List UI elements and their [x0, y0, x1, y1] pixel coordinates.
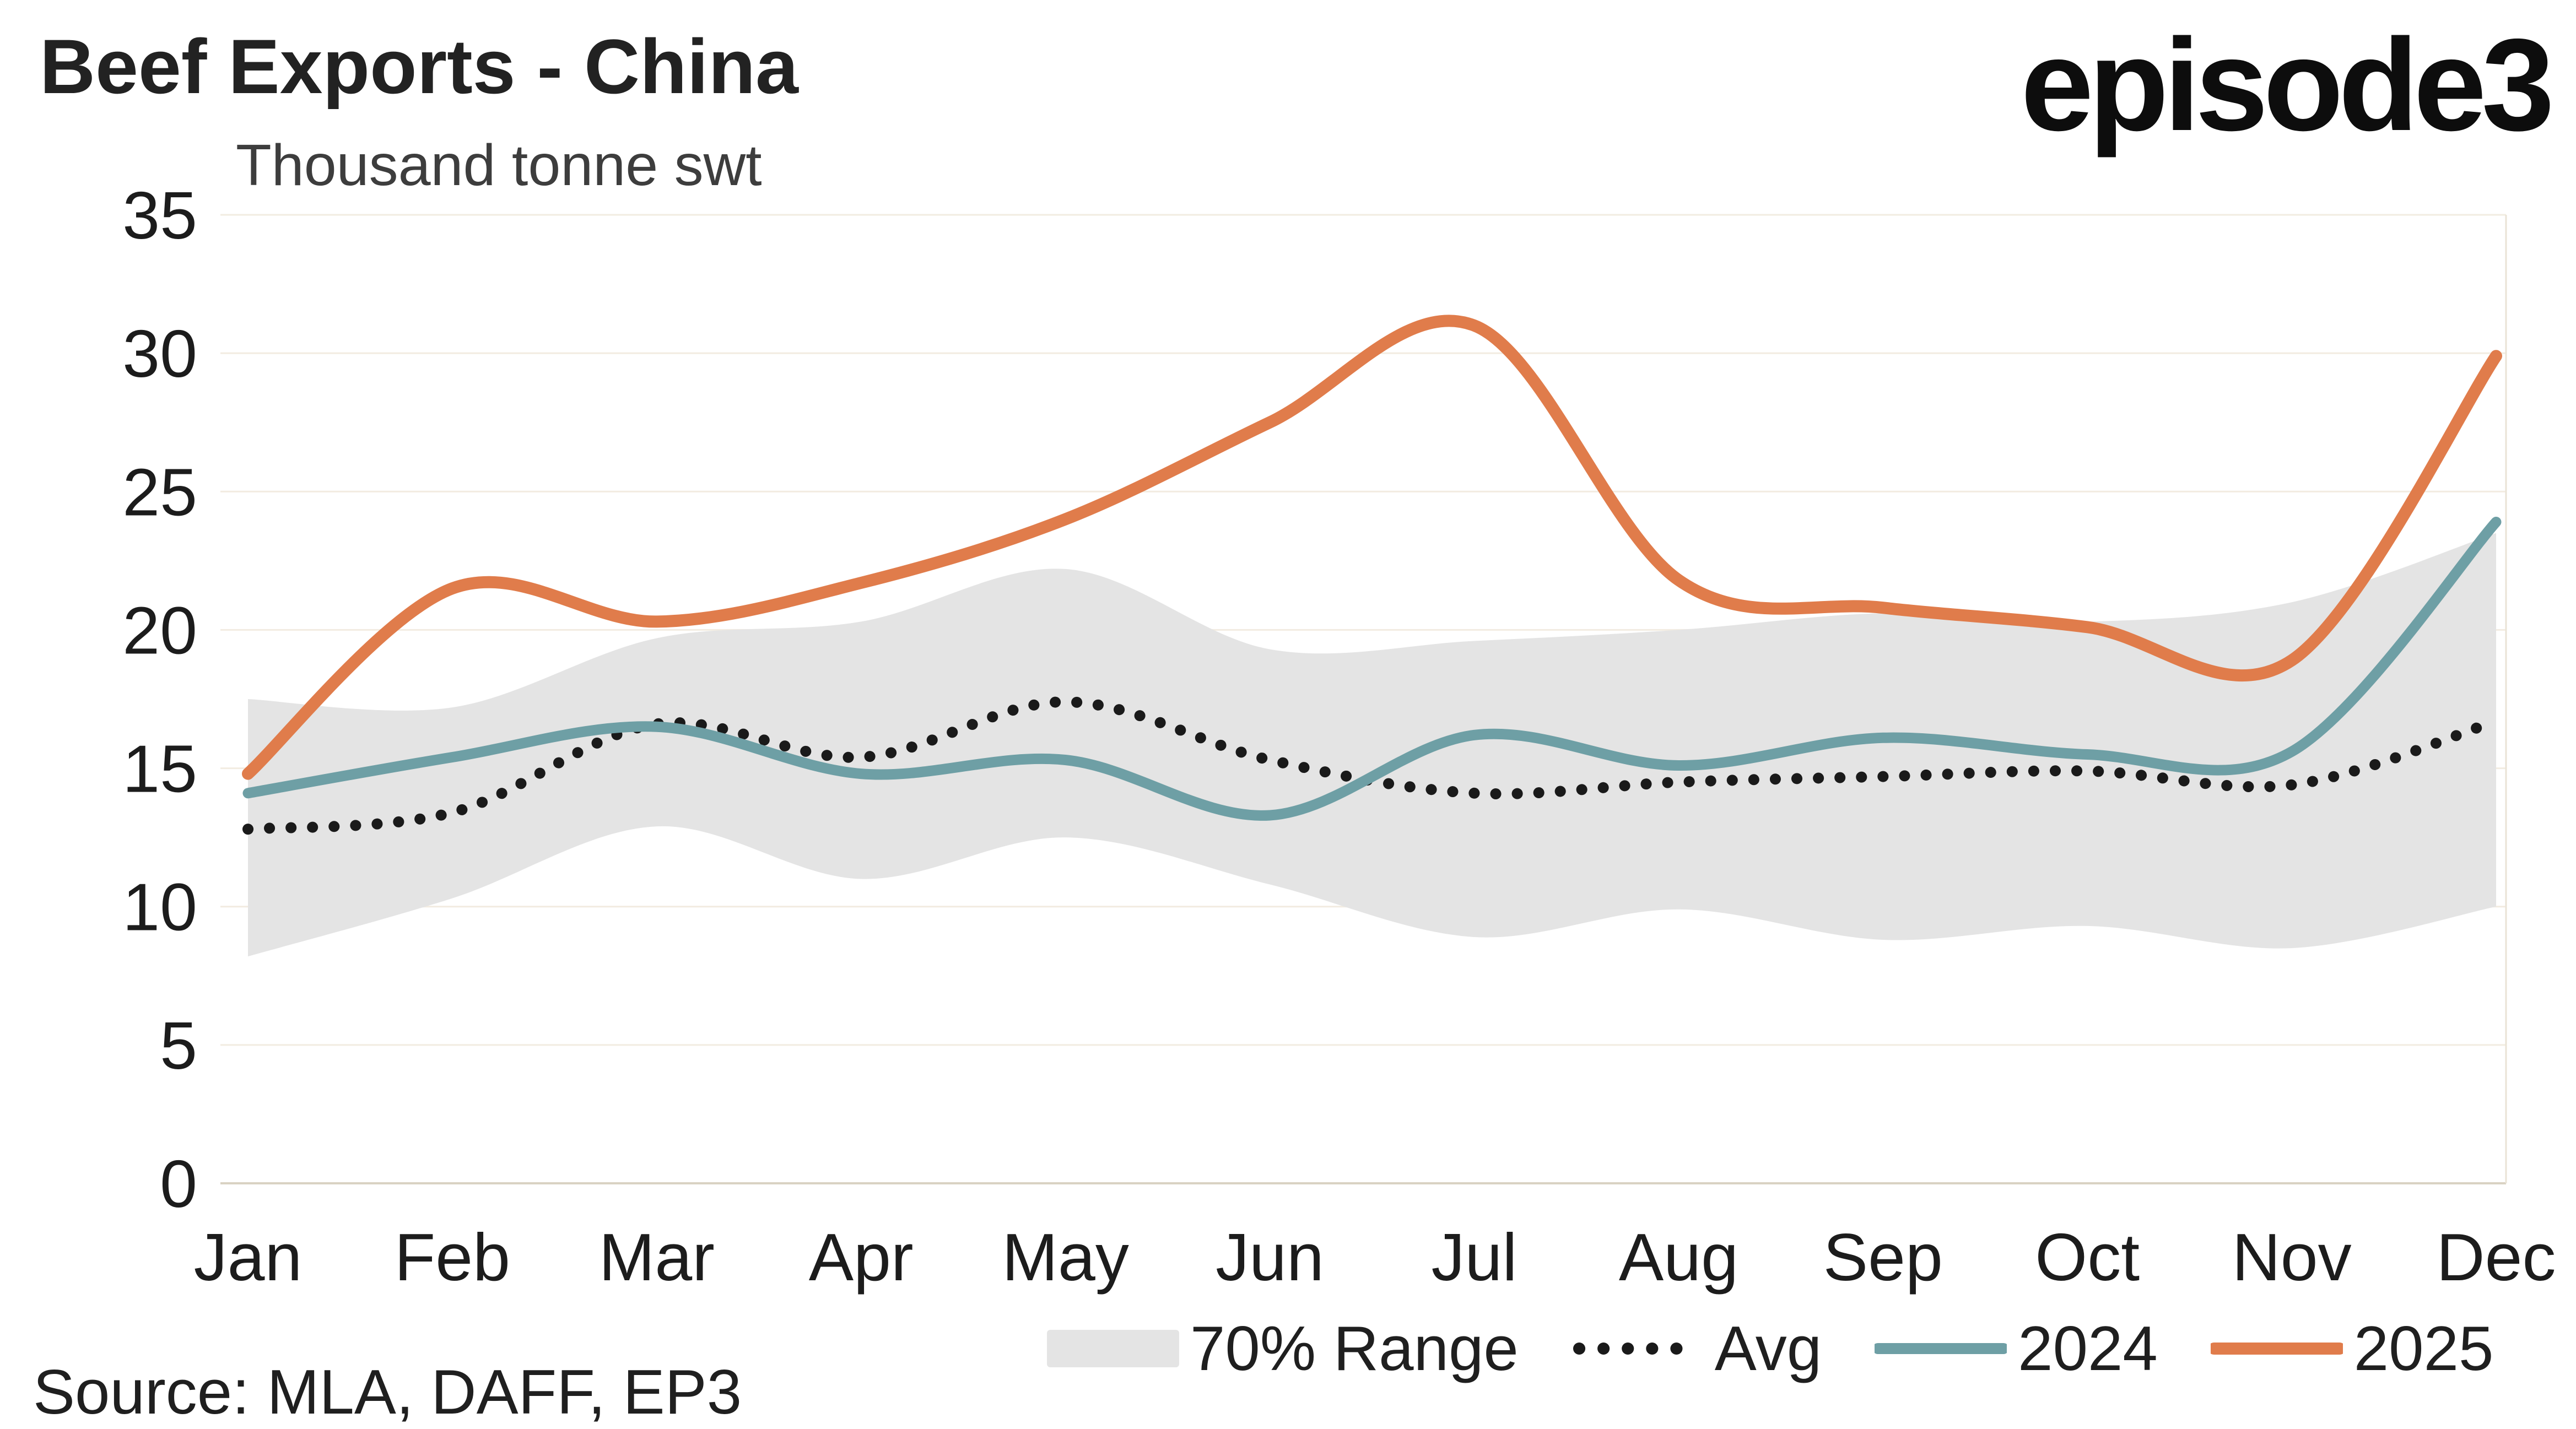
svg-text:10: 10 [122, 870, 197, 945]
dotted-line-swatch-icon [1573, 1343, 1703, 1355]
source-note: Source: MLA, DAFF, EP3 [33, 1357, 742, 1427]
svg-text:35: 35 [122, 178, 197, 253]
svg-text:Nov: Nov [2232, 1220, 2352, 1295]
chart-subtitle: Thousand tonne swt [236, 133, 762, 198]
legend-label-2025: 2025 [2353, 1313, 2494, 1384]
svg-text:Oct: Oct [2035, 1220, 2140, 1295]
svg-text:Jun: Jun [1216, 1220, 1324, 1295]
legend-label-avg: Avg [1714, 1313, 1822, 1384]
svg-text:Jan: Jan [194, 1220, 303, 1295]
legend-item-2025: 2025 [2210, 1313, 2494, 1385]
chart-legend: 70% Range Avg 2024 2025 [1047, 1313, 2494, 1385]
chart-title: Beef Exports - China [40, 23, 798, 110]
svg-text:May: May [1002, 1220, 1128, 1295]
svg-text:Jul: Jul [1432, 1220, 1517, 1295]
svg-text:30: 30 [122, 316, 197, 391]
svg-text:20: 20 [122, 593, 197, 668]
svg-text:Dec: Dec [2437, 1220, 2556, 1295]
episode3-logo: episode3 [2021, 12, 2555, 158]
legend-item-2024: 2024 [1875, 1313, 2158, 1385]
svg-text:0: 0 [160, 1146, 197, 1221]
legend-item-avg: Avg [1571, 1313, 1822, 1385]
svg-text:Sep: Sep [1823, 1220, 1943, 1295]
svg-text:Mar: Mar [599, 1220, 715, 1295]
svg-text:Feb: Feb [395, 1220, 510, 1295]
svg-text:Apr: Apr [809, 1220, 914, 1295]
legend-item-range: 70% Range [1047, 1313, 1519, 1385]
svg-text:5: 5 [160, 1008, 197, 1083]
legend-label-range: 70% Range [1190, 1313, 1519, 1384]
svg-text:15: 15 [122, 732, 197, 806]
svg-text:25: 25 [122, 454, 197, 529]
band-swatch-icon [1047, 1330, 1179, 1367]
legend-label-2024: 2024 [2018, 1313, 2158, 1384]
teal-line-swatch-icon [1875, 1343, 2007, 1354]
orange-line-swatch-icon [2210, 1343, 2343, 1355]
svg-text:Aug: Aug [1619, 1220, 1738, 1295]
